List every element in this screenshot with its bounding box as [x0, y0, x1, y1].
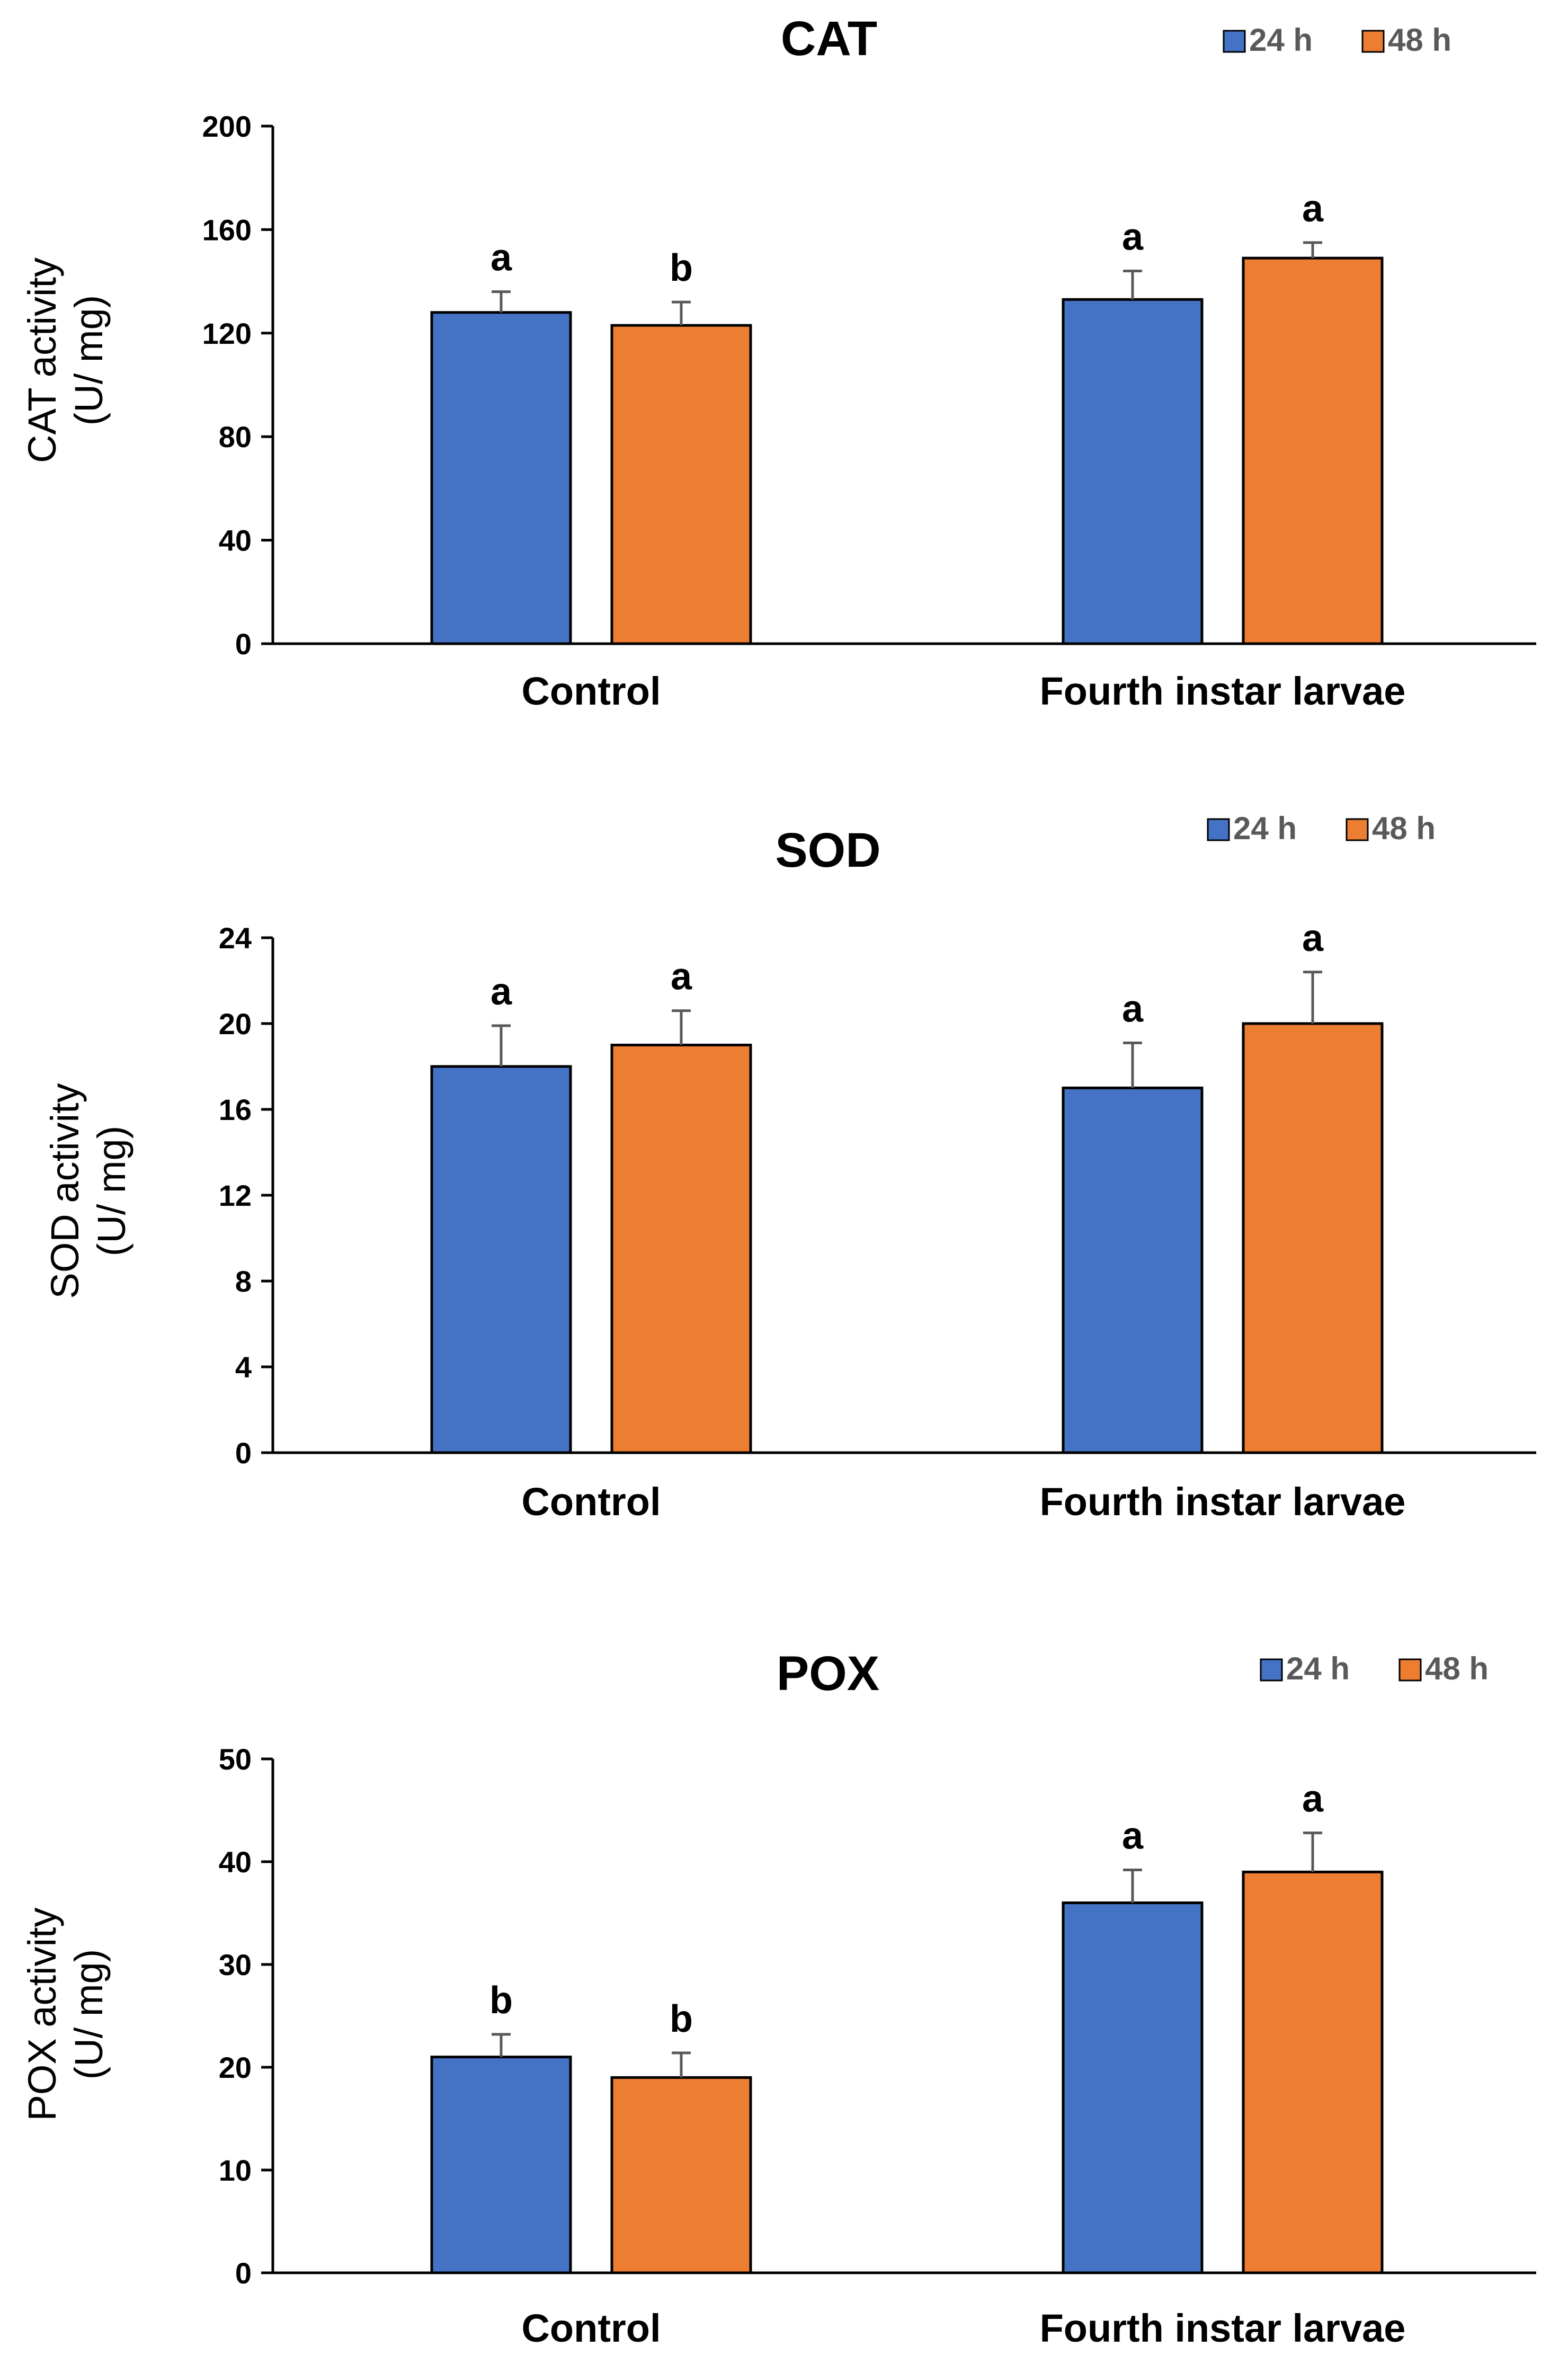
y-axis-label-line-1: (U/ mg) — [67, 295, 111, 426]
x-category-label: Control — [521, 2306, 661, 2350]
y-axis-label: POX activity (U/ mg) — [20, 1908, 111, 2121]
significance-letter: b — [670, 247, 693, 289]
y-tick-label: 0 — [235, 1436, 252, 1470]
chart-title: SOD — [775, 823, 880, 877]
x-category-label: Fourth instar larvae — [1040, 669, 1406, 713]
significance-letter: b — [489, 1979, 513, 2022]
y-tick-label: 16 — [219, 1093, 252, 1126]
chart-title: POX — [777, 1647, 879, 1701]
x-category-label: Fourth instar larvae — [1040, 1480, 1406, 1524]
y-tick-label: 8 — [235, 1265, 252, 1298]
bar-48h-1 — [1242, 1870, 1384, 2274]
bar-24h-0 — [430, 2056, 572, 2274]
significance-letter: a — [1122, 216, 1144, 259]
y-axis-label: SOD activity (U/ mg) — [43, 1083, 133, 1299]
significance-letter: a — [671, 956, 692, 998]
y-tick-label: 50 — [219, 1742, 252, 1776]
significance-letter: a — [1302, 917, 1324, 959]
bar-24h-0 — [430, 311, 572, 645]
legend-label-0: 24 h — [1249, 22, 1313, 58]
significance-letter: b — [670, 1998, 693, 2040]
y-tick-label: 0 — [235, 627, 252, 661]
y-tick-label: 20 — [219, 2051, 252, 2084]
chart-panel-pox: POX 24 h 48 h POX activity (U/ mg) 0 10 20 30 40 5… — [20, 1647, 1536, 2350]
x-category-label: Control — [521, 669, 661, 713]
bar-48h-0 — [610, 324, 752, 645]
chart-title: CAT — [781, 12, 877, 66]
legend-swatch-0 — [1223, 30, 1246, 53]
y-tick-label: 20 — [219, 1007, 252, 1041]
legend: 24 h 48 h — [1207, 811, 1436, 846]
bar-24h-1 — [1062, 1901, 1204, 2274]
y-tick-label: 40 — [219, 524, 252, 557]
y-tick-label: 200 — [202, 110, 252, 143]
legend: 24 h 48 h — [1260, 1651, 1489, 1686]
y-tick-label: 24 — [219, 921, 252, 955]
bar-48h-1 — [1242, 256, 1384, 645]
y-tick-label: 40 — [219, 1845, 252, 1879]
chart-panel-cat: CAT 24 h 48 h CAT activity (U/ mg) 0 40 80 120 16… — [20, 12, 1536, 713]
significance-letter: a — [491, 237, 512, 279]
y-axis-label-line-0: SOD activity — [43, 1083, 87, 1299]
y-tick-label: 0 — [235, 2256, 252, 2290]
legend-label-1: 48 h — [1372, 811, 1436, 846]
significance-letter: a — [1302, 188, 1324, 230]
y-tick-label: 120 — [202, 317, 252, 350]
y-axis-label-line-0: POX activity — [20, 1908, 64, 2121]
y-axis-label: CAT activity (U/ mg) — [20, 257, 111, 463]
y-tick-label: 10 — [219, 2154, 252, 2187]
significance-letter: a — [1122, 1815, 1144, 1857]
legend-swatch-1 — [1361, 30, 1385, 53]
y-axis-label-line-0: CAT activity — [20, 257, 64, 463]
bar-48h-0 — [610, 1044, 752, 1454]
bar-24h-0 — [430, 1065, 572, 1454]
significance-letter: a — [1302, 1778, 1324, 1820]
y-tick-label: 12 — [219, 1179, 252, 1212]
chart-panel-sod: SOD 24 h 48 h SOD activity (U/ mg) 0 4 8 12 16 20 2… — [43, 811, 1536, 1524]
bar-24h-1 — [1062, 298, 1204, 645]
bar-48h-0 — [610, 2076, 752, 2274]
legend: 24 h 48 h — [1223, 22, 1451, 58]
legend-label-1: 48 h — [1388, 22, 1451, 58]
significance-letter: a — [491, 971, 512, 1013]
significance-letter: a — [1122, 988, 1144, 1030]
bar-24h-1 — [1062, 1087, 1204, 1454]
legend-swatch-0 — [1260, 1658, 1283, 1682]
x-category-label: Fourth instar larvae — [1040, 2306, 1406, 2350]
y-axis-label-line-1: (U/ mg) — [90, 1126, 133, 1257]
x-category-label: Control — [521, 1480, 661, 1524]
legend-swatch-1 — [1346, 818, 1369, 841]
y-axis-label-line-1: (U/ mg) — [67, 1949, 111, 2080]
y-tick-label: 160 — [202, 213, 252, 246]
legend-label-1: 48 h — [1425, 1651, 1489, 1686]
legend-swatch-0 — [1207, 818, 1230, 841]
legend-swatch-1 — [1398, 1658, 1422, 1682]
legend-label-0: 24 h — [1233, 811, 1297, 846]
legend-label-0: 24 h — [1286, 1651, 1350, 1686]
y-tick-label: 4 — [235, 1350, 252, 1384]
y-tick-label: 30 — [219, 1948, 252, 1981]
bar-48h-1 — [1242, 1022, 1384, 1454]
y-tick-label: 80 — [219, 420, 252, 454]
